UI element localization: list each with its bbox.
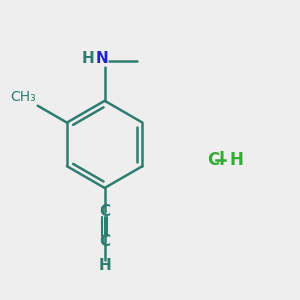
Text: N: N	[95, 51, 108, 66]
Text: H: H	[98, 258, 111, 273]
Text: H: H	[230, 151, 244, 169]
Text: C: C	[99, 234, 110, 249]
Text: H: H	[82, 51, 95, 66]
Text: CH₃: CH₃	[11, 90, 36, 104]
Text: Cl: Cl	[207, 151, 225, 169]
Text: C: C	[99, 204, 110, 219]
